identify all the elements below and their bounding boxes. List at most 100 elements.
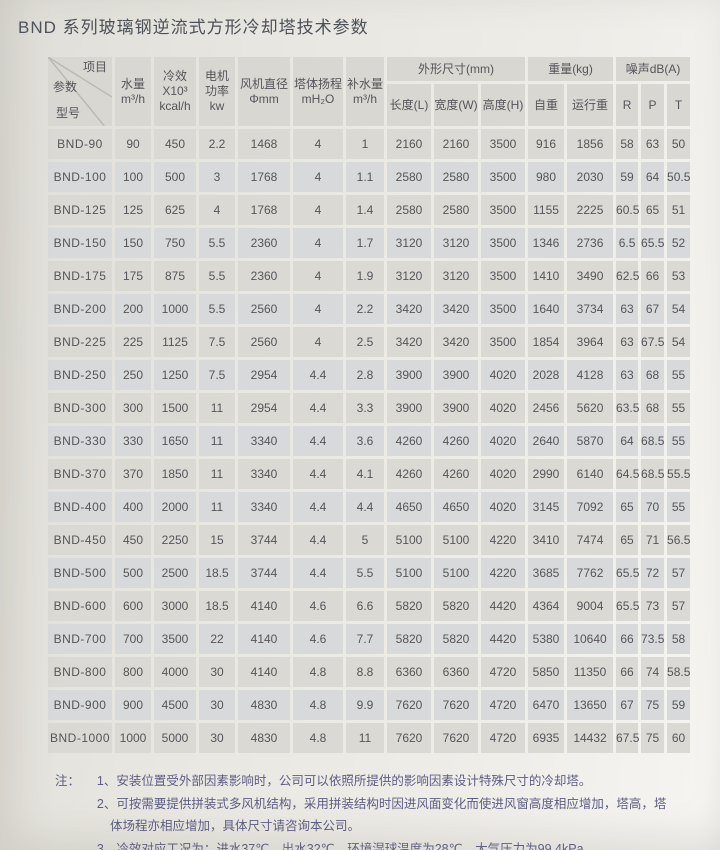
value-cell: 3500 <box>154 624 196 654</box>
header-group-weight: 重量(kg) <box>528 57 614 81</box>
value-cell: 600 <box>115 591 151 621</box>
model-cell: BND-90 <box>48 129 112 159</box>
value-cell: 6360 <box>434 657 478 687</box>
table-body: BND-90 90 450 2.2 1468 4 1 2160 2160 3500 916 1856 5… <box>48 129 690 753</box>
value-cell: 1410 <box>528 261 565 291</box>
value-cell: 55 <box>667 492 691 522</box>
value-cell: 1468 <box>238 129 290 159</box>
value-cell: 75 <box>641 690 665 720</box>
value-cell: 58 <box>667 624 691 654</box>
value-cell: 2580 <box>387 195 431 225</box>
value-cell: 625 <box>154 195 196 225</box>
value-cell: 5100 <box>387 558 431 588</box>
value-cell: 74 <box>641 657 665 687</box>
value-cell: 14432 <box>567 723 614 753</box>
value-cell: 68.5 <box>641 426 664 456</box>
value-cell: 3500 <box>481 129 526 159</box>
header-sub-row: 长度(L) 宽度(W) 高度(H) 自重 运行重 R P T <box>48 84 691 126</box>
value-cell: 5 <box>346 525 384 555</box>
value-cell: 59 <box>616 162 639 192</box>
model-cell: BND-600 <box>48 591 112 621</box>
value-cell: 30 <box>199 723 235 753</box>
value-cell: 3420 <box>434 327 478 357</box>
value-cell: 5100 <box>434 525 478 555</box>
value-cell: 11 <box>346 723 384 753</box>
value-cell: 4260 <box>434 426 478 456</box>
table-row: BND-250 250 1250 7.5 2954 4.4 2.8 3900 3900 4020 2… <box>48 360 691 390</box>
value-cell: 3685 <box>528 558 565 588</box>
value-cell: 1155 <box>528 195 565 225</box>
value-cell: 4.4 <box>293 360 343 390</box>
value-cell: 875 <box>154 261 196 291</box>
value-cell: 2990 <box>528 459 565 489</box>
value-cell: 5820 <box>434 624 478 654</box>
value-cell: 63 <box>616 294 639 324</box>
value-cell: 3120 <box>434 228 478 258</box>
value-cell: 6140 <box>567 459 614 489</box>
value-cell: 66 <box>616 624 639 654</box>
value-cell: 5820 <box>387 591 431 621</box>
value-cell: 1250 <box>154 360 196 390</box>
value-cell: 5380 <box>528 624 565 654</box>
value-cell: 370 <box>115 459 151 489</box>
value-cell: 4720 <box>481 657 526 687</box>
value-cell: 18.5 <box>199 558 235 588</box>
value-cell: 18.5 <box>199 591 235 621</box>
value-cell: 3145 <box>528 492 565 522</box>
value-cell: 11 <box>199 426 235 456</box>
value-cell: 4.4 <box>293 525 343 555</box>
value-cell: 59 <box>667 690 691 720</box>
value-cell: 4020 <box>481 360 526 390</box>
header-cooling-capacity: 冷效 X10³ kcal/h <box>154 57 196 126</box>
value-cell: 800 <box>115 657 151 687</box>
value-cell: 3120 <box>387 261 431 291</box>
value-cell: 2580 <box>434 162 478 192</box>
value-cell: 3410 <box>528 525 565 555</box>
value-cell: 2160 <box>387 129 431 159</box>
value-cell: 4260 <box>387 426 431 456</box>
value-cell: 3900 <box>387 360 431 390</box>
value-cell: 4 <box>293 195 343 225</box>
table-row: BND-450 450 2250 15 3744 4.4 5 5100 5100 4220 3410… <box>48 525 690 555</box>
value-cell: 2580 <box>434 195 478 225</box>
value-cell: 1000 <box>154 294 196 324</box>
value-cell: 50.5 <box>667 162 690 192</box>
table-header: 项目 参数 型号 水量 m³/h 冷效 X10³ kcal/h 电机 功率 kw… <box>48 57 691 126</box>
value-cell: 3900 <box>434 360 478 390</box>
value-cell: 2.5 <box>346 327 384 357</box>
value-cell: 5100 <box>434 558 478 588</box>
value-cell: 2.2 <box>199 129 235 159</box>
value-cell: 1.7 <box>346 228 384 258</box>
value-cell: 30 <box>199 690 235 720</box>
value-cell: 2360 <box>238 261 290 291</box>
value-cell: 4.8 <box>293 723 343 753</box>
value-cell: 3500 <box>481 294 526 324</box>
value-cell: 4720 <box>481 690 526 720</box>
value-cell: 1640 <box>528 294 565 324</box>
value-cell: 500 <box>115 558 151 588</box>
corner-header-cell: 项目 参数 型号 <box>48 57 112 126</box>
header-noise-p: P <box>641 84 665 126</box>
value-cell: 3420 <box>434 294 478 324</box>
value-cell: 1000 <box>115 723 151 753</box>
value-cell: 63 <box>616 360 639 390</box>
table-row: BND-900 900 4500 30 4830 4.8 9.9 7620 7620 4720 64… <box>48 690 691 720</box>
value-cell: 3900 <box>387 393 431 423</box>
table-row: BND-300 300 1500 11 2954 4.4 3.3 3900 3900 4020 24… <box>48 393 691 423</box>
value-cell: 2028 <box>528 360 565 390</box>
value-cell: 7620 <box>387 723 431 753</box>
value-cell: 64.5 <box>616 459 639 489</box>
value-cell: 72 <box>641 558 665 588</box>
value-cell: 7.5 <box>199 327 235 357</box>
model-cell: BND-1000 <box>48 723 112 753</box>
value-cell: 980 <box>528 162 565 192</box>
value-cell: 22 <box>199 624 235 654</box>
value-cell: 55 <box>667 393 691 423</box>
value-cell: 58 <box>616 129 639 159</box>
value-cell: 900 <box>115 690 151 720</box>
value-cell: 65 <box>616 492 639 522</box>
value-cell: 71 <box>641 525 665 555</box>
value-cell: 5.5 <box>199 228 235 258</box>
value-cell: 2000 <box>154 492 196 522</box>
note-item: 1、安装位置受外部因素影响时，公司可以依照所提供的影响因素设计特殊尺寸的冷却塔。 <box>96 774 592 788</box>
